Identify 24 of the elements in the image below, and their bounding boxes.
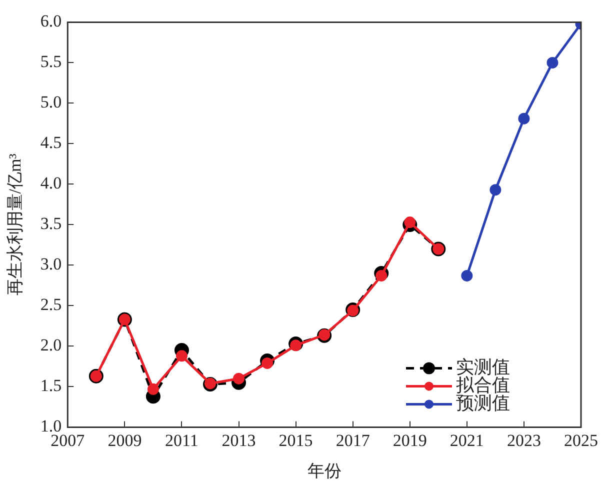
y-tick-label: 6.0 [40, 12, 62, 31]
x-tick-label: 2019 [392, 430, 427, 450]
y-tick-label: 2.5 [40, 295, 62, 314]
y-tick-label: 2.0 [40, 336, 62, 355]
x-tick-label: 2013 [222, 430, 256, 450]
y-tick-label: 3.0 [40, 254, 62, 274]
x-tick-label: 2025 [564, 430, 598, 450]
y-tick-label: 1.5 [40, 376, 62, 396]
y-tick-label: 5.0 [40, 92, 62, 112]
y-axis-title: 再生水利用量/亿m³ [6, 154, 25, 296]
x-tick-label: 2017 [336, 430, 370, 450]
y-tick-label: 5.5 [40, 52, 62, 72]
x-axis-title: 年份 [307, 461, 342, 480]
x-tick-label: 2011 [165, 430, 198, 450]
x-tick-label: 2015 [278, 430, 313, 450]
x-tick-label: 2009 [108, 430, 142, 450]
legend-label: 预测值 [456, 392, 510, 413]
legend-label: 拟合值 [456, 374, 510, 395]
y-tick-label: 4.0 [40, 174, 62, 193]
legend-label: 实测值 [456, 356, 510, 377]
y-tick-label: 3.5 [40, 214, 62, 234]
y-tick-label: 4.5 [40, 133, 62, 152]
x-tick-label: 2023 [506, 430, 541, 450]
x-tick-label: 2021 [450, 430, 484, 450]
